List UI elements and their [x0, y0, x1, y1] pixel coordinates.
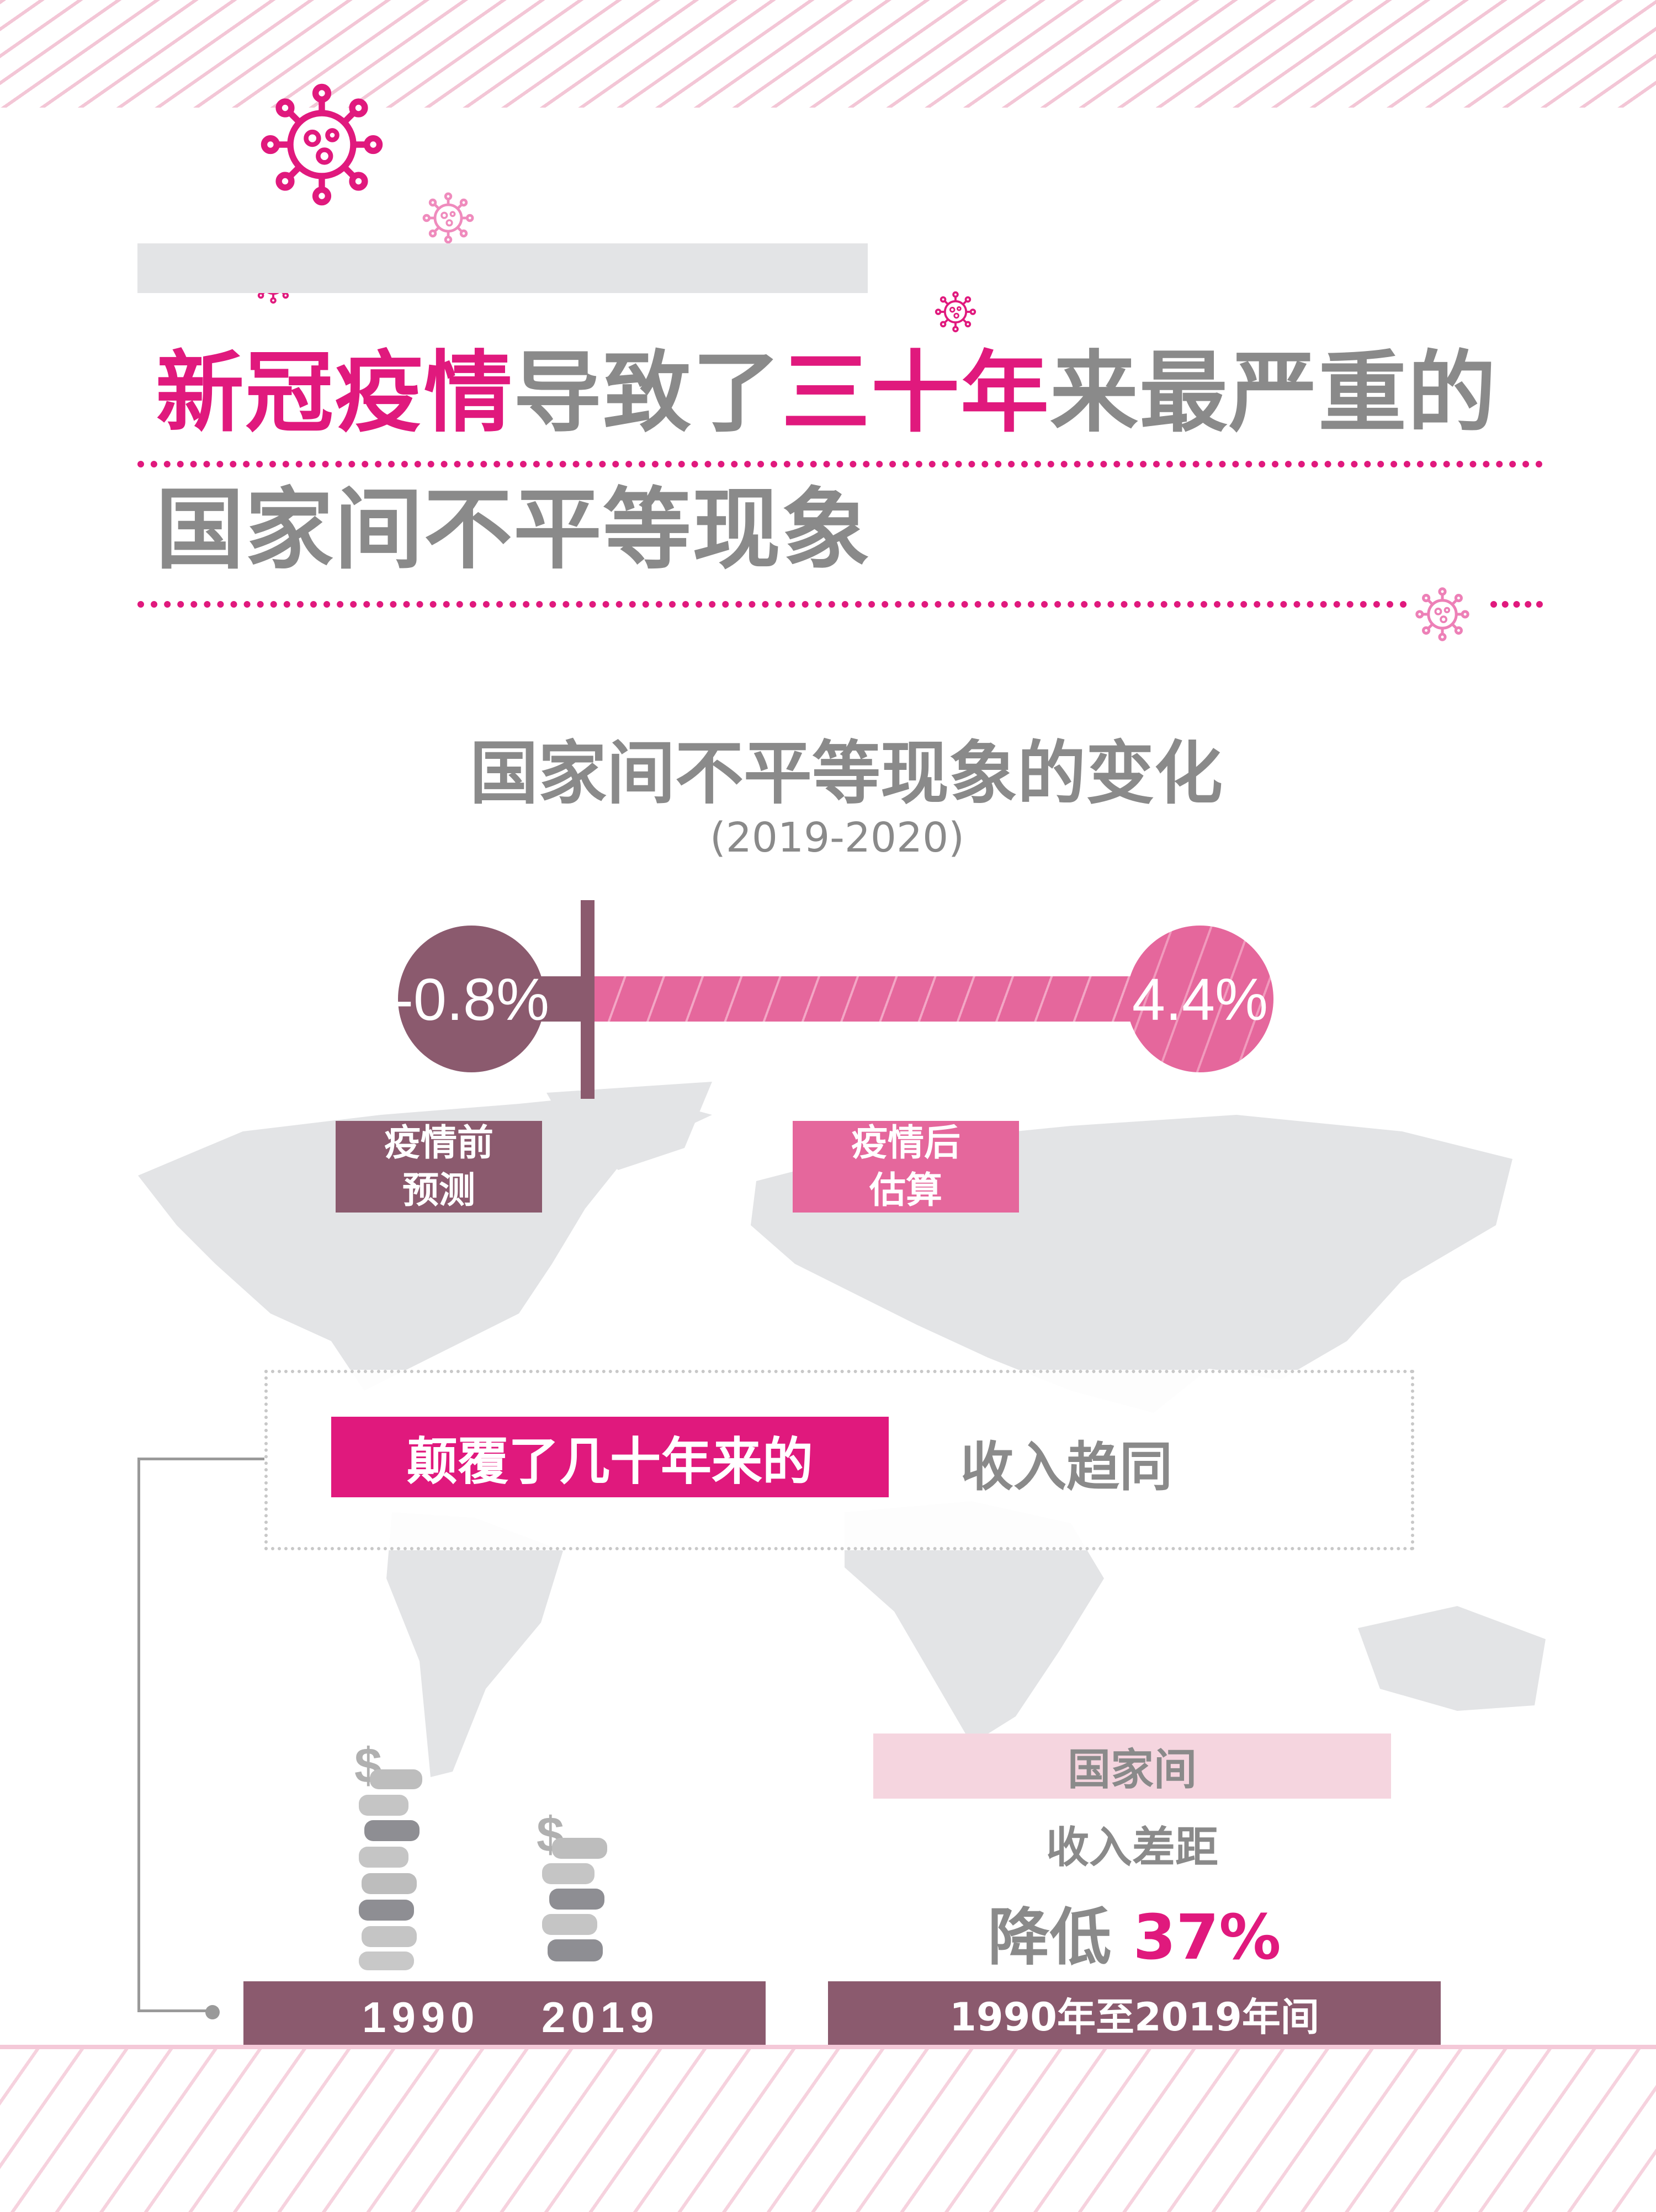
page-title-line2: 国家间不平等现象	[156, 478, 872, 581]
reduce-label: 降低	[988, 1902, 1112, 1974]
gap-reduction: 降低 37%	[828, 1887, 1441, 1977]
gap-period-bar: 1990年至2019年间	[828, 1981, 1441, 2046]
before-value-circle: -0.8%	[394, 926, 549, 1072]
virus-icon	[935, 291, 976, 333]
period-label: (2019-2020)	[709, 814, 965, 862]
reduce-value: 37%	[1133, 1902, 1281, 1974]
connector-dot	[205, 2005, 220, 2019]
virus-icon	[424, 194, 473, 242]
reversal-highlight: 颠覆了几十年来的	[331, 1417, 889, 1497]
after-value-circle: 4.4%	[1127, 926, 1273, 1072]
dotted-divider	[137, 601, 1407, 608]
coin-stacks-icon: $ $	[354, 1738, 607, 1970]
title-highlight: 新冠疫情	[156, 341, 514, 444]
before-label-line2: 预测	[402, 1169, 475, 1211]
bottom-hatch-band	[0, 2045, 1656, 2212]
after-label: 疫情后 估算	[793, 1121, 1019, 1213]
page-title-line1: 新冠疫情导致了三十年来最严重的	[156, 349, 1497, 437]
virus-icon	[264, 87, 380, 203]
dotted-divider	[1490, 601, 1543, 608]
year-1990: 1990	[362, 1993, 480, 2041]
coin-stack-1990: $	[354, 1738, 422, 1970]
title-highlight: 三十年	[782, 341, 1050, 444]
year-2019: 2019	[542, 1993, 660, 2041]
top-hatch-band	[0, 0, 1656, 108]
map-australia	[1358, 1606, 1546, 1711]
title-text: 来最严重的	[1050, 341, 1498, 444]
before-label: 疫情前 预测	[336, 1121, 542, 1213]
dotted-divider	[137, 461, 1543, 467]
map-south-america	[386, 1512, 563, 1777]
coin-stack-2019: $	[537, 1807, 607, 1961]
after-label-line1: 疫情后	[851, 1121, 960, 1164]
gap-line1: 国家间	[873, 1734, 1391, 1799]
map-greenland	[546, 1082, 712, 1170]
connector-line	[137, 1458, 213, 2012]
section-subtitle: 国家间不平等现象的变化	[469, 734, 1223, 813]
after-label-line2: 估算	[869, 1169, 942, 1211]
zero-line	[581, 900, 595, 1099]
map-north-america	[138, 1093, 712, 1391]
comparison-bar-main	[587, 976, 1150, 1022]
virus-icon	[1417, 589, 1468, 640]
reversal-text: 收入趋同	[960, 1436, 1172, 1498]
title-text: 导致了	[513, 341, 782, 444]
map-africa	[845, 1501, 1104, 1744]
world-map	[138, 1082, 1546, 1777]
decorative-gray-bar	[137, 243, 868, 293]
gap-line2: 收入差距	[1045, 1823, 1218, 1873]
years-base-bar: 1990 2019	[243, 1981, 766, 2046]
before-label-line1: 疫情前	[384, 1121, 493, 1164]
